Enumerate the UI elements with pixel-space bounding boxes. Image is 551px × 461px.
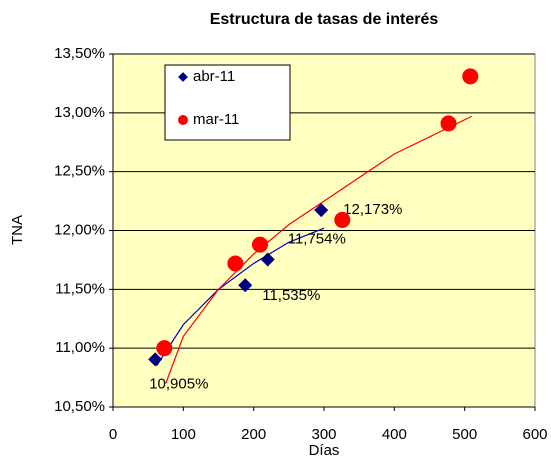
data-point: [227, 255, 244, 272]
legend-label: mar-11: [193, 111, 239, 128]
data-point: [314, 203, 329, 218]
data-point: [440, 115, 457, 132]
y-tick-label: 10,50%: [54, 398, 105, 415]
y-axis-title: TNA: [9, 215, 26, 245]
legend-label: abr-11: [193, 68, 235, 85]
y-tick-label: 11,00%: [55, 339, 105, 356]
data-point: [148, 352, 163, 367]
y-tick-label: 12,50%: [54, 163, 105, 180]
data-label: 12,173%: [343, 201, 402, 218]
x-tick-label: 200: [241, 426, 266, 443]
x-tick-label: 500: [452, 426, 477, 443]
x-tick-label: 400: [382, 426, 407, 443]
data-point: [260, 252, 275, 267]
data-point: [156, 340, 173, 357]
x-tick-label: 300: [311, 426, 336, 443]
x-tick-label: 100: [171, 426, 196, 443]
data-point: [251, 236, 268, 253]
trend-line: [156, 227, 325, 367]
y-tick-label: 13,00%: [54, 104, 105, 121]
x-axis-title: Días: [309, 442, 340, 459]
data-label: 11,754%: [288, 230, 346, 247]
chart-title: Estructura de tasas de interés: [210, 11, 439, 28]
x-tick-label: 600: [522, 426, 547, 443]
data-point: [334, 211, 351, 228]
data-point: [462, 68, 479, 85]
x-tick-label: 0: [109, 426, 117, 443]
legend-marker: [178, 115, 188, 125]
data-point: [238, 278, 253, 293]
data-label: 10,905%: [149, 375, 208, 392]
trend-line: [165, 115, 472, 384]
data-label: 11,535%: [262, 287, 320, 304]
y-tick-label: 12,00%: [54, 221, 105, 238]
y-tick-label: 13,50%: [54, 45, 105, 62]
y-tick-label: 11,50%: [55, 280, 105, 297]
legend-marker: [178, 72, 188, 82]
